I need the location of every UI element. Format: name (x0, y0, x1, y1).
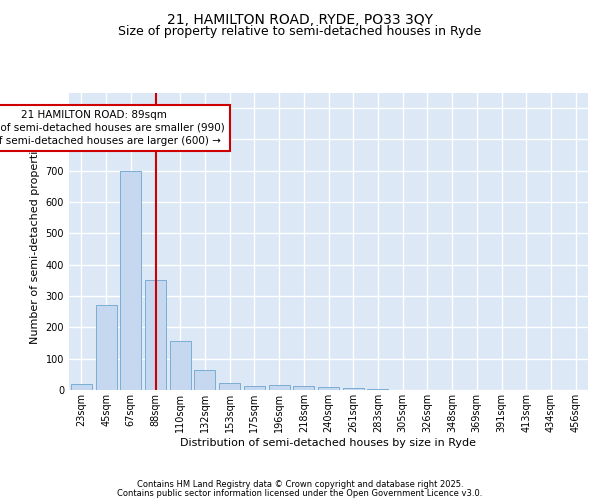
Bar (71, 384, 92, 390)
Bar (269, 386, 290, 390)
Bar (343, 388, 364, 390)
Bar (95, 306, 116, 390)
Bar (120, 171, 141, 390)
Bar (194, 370, 215, 390)
Bar (170, 342, 191, 390)
Bar (318, 388, 339, 390)
Text: Size of property relative to semi-detached houses in Ryde: Size of property relative to semi-detach… (118, 25, 482, 38)
Bar (219, 383, 240, 390)
Text: 21 HAMILTON ROAD: 89sqm
← 61% of semi-detached houses are smaller (990)
37% of s: 21 HAMILTON ROAD: 89sqm ← 61% of semi-de… (0, 110, 225, 146)
X-axis label: Distribution of semi-detached houses by size in Ryde: Distribution of semi-detached houses by … (181, 438, 476, 448)
Text: Contains HM Land Registry data © Crown copyright and database right 2025.: Contains HM Land Registry data © Crown c… (137, 480, 463, 489)
Bar (293, 386, 314, 390)
Text: Contains public sector information licensed under the Open Government Licence v3: Contains public sector information licen… (118, 489, 482, 498)
Text: 21, HAMILTON ROAD, RYDE, PO33 3QY: 21, HAMILTON ROAD, RYDE, PO33 3QY (167, 12, 433, 26)
Bar (145, 280, 166, 390)
Y-axis label: Number of semi-detached properties: Number of semi-detached properties (30, 138, 40, 344)
Bar (244, 386, 265, 390)
